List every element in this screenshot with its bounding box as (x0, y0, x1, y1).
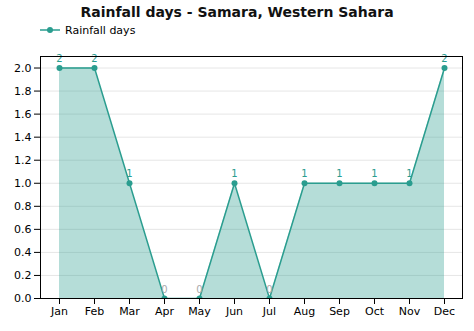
svg-text:Mar: Mar (119, 305, 140, 318)
svg-text:1.4: 1.4 (14, 131, 32, 144)
svg-text:Jul: Jul (262, 305, 276, 318)
svg-text:0: 0 (161, 284, 167, 295)
svg-text:0.6: 0.6 (14, 223, 32, 236)
svg-text:1.8: 1.8 (14, 85, 32, 98)
svg-text:0.2: 0.2 (14, 269, 32, 282)
svg-text:0: 0 (266, 284, 272, 295)
svg-text:Jan: Jan (50, 305, 68, 318)
svg-text:Sep: Sep (329, 305, 350, 318)
svg-text:Jun: Jun (225, 305, 243, 318)
svg-text:0.4: 0.4 (14, 246, 32, 259)
svg-text:May: May (188, 305, 211, 318)
svg-text:1: 1 (336, 168, 342, 179)
svg-text:Dec: Dec (434, 305, 455, 318)
svg-text:1.0: 1.0 (14, 177, 32, 190)
svg-text:Apr: Apr (155, 305, 175, 318)
svg-text:1: 1 (301, 168, 307, 179)
svg-text:2: 2 (441, 53, 447, 64)
svg-text:1.6: 1.6 (14, 108, 32, 121)
svg-text:1: 1 (406, 168, 412, 179)
svg-text:1.2: 1.2 (14, 154, 32, 167)
svg-text:Aug: Aug (294, 305, 315, 318)
svg-text:Nov: Nov (399, 305, 421, 318)
svg-text:0: 0 (196, 284, 202, 295)
html-text:Rainfall days: Rainfall days (65, 23, 136, 37)
svg-text:2: 2 (91, 53, 97, 64)
svg-text:Feb: Feb (85, 305, 104, 318)
html-text:Rainfall days - Samara, Wester: Rainfall days - Samara, Western Sahara (80, 4, 394, 20)
svg-text:2: 2 (56, 53, 62, 64)
svg-text:1: 1 (231, 168, 237, 179)
svg-text:1: 1 (371, 168, 377, 179)
svg-text:1: 1 (126, 168, 132, 179)
svg-text:0.0: 0.0 (14, 292, 32, 305)
svg-text:Oct: Oct (365, 305, 385, 318)
svg-text:2.0: 2.0 (14, 62, 32, 75)
svg-text:0.8: 0.8 (14, 200, 32, 213)
